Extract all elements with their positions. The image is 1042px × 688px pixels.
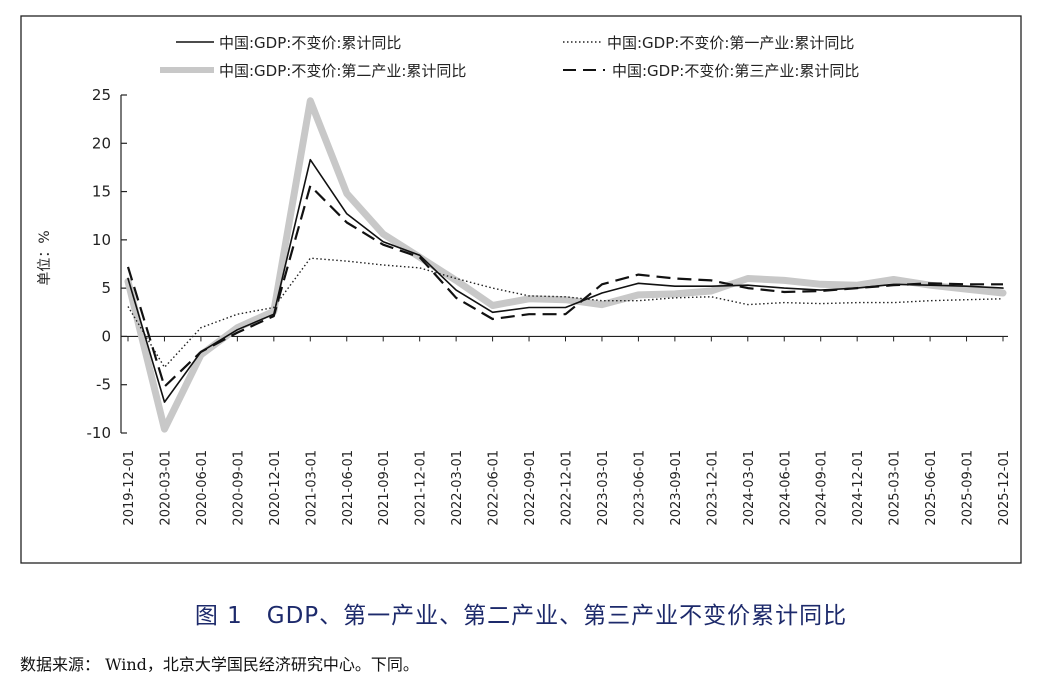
series-primary-line bbox=[127, 257, 1004, 368]
x-tick-label: 2025-12-01 bbox=[997, 450, 1012, 526]
line-chart: 中国:GDP:不变价:累计同比 中国:GDP:不变价:第一产业:累计同比 中国:… bbox=[20, 15, 1022, 564]
x-tick-label: 2022-12-01 bbox=[560, 450, 575, 526]
legend-label-gdp: 中国:GDP:不变价:累计同比 bbox=[219, 34, 401, 52]
legend-label-primary: 中国:GDP:不变价:第一产业:累计同比 bbox=[607, 34, 854, 52]
x-tick-label: 2022-03-01 bbox=[450, 450, 465, 526]
y-tick-label: 15 bbox=[92, 183, 111, 201]
y-tick-label: 20 bbox=[92, 134, 111, 152]
legend-label-secondary: 中国:GDP:不变价:第二产业:累计同比 bbox=[219, 62, 466, 80]
x-tick-label: 2021-09-01 bbox=[377, 450, 392, 526]
y-tick-label: -10 bbox=[87, 424, 112, 442]
x-tick-label: 2024-09-01 bbox=[815, 450, 830, 526]
y-tick-label: 5 bbox=[101, 279, 111, 297]
x-tick-label: 2022-06-01 bbox=[487, 450, 502, 526]
figure-caption: 图 1 GDP、第一产业、第二产业、第三产业不变价累计同比 bbox=[194, 603, 848, 629]
legend: 中国:GDP:不变价:累计同比 中国:GDP:不变价:第一产业:累计同比 中国:… bbox=[160, 34, 859, 80]
x-tick-label: 2021-12-01 bbox=[414, 450, 429, 526]
x-tick-label: 2025-09-01 bbox=[961, 450, 976, 526]
x-tick-label: 2023-06-01 bbox=[632, 450, 647, 526]
x-tick-label: 2023-09-01 bbox=[669, 450, 684, 526]
y-tick-label: 25 bbox=[92, 86, 111, 104]
x-tick-label: 2020-09-01 bbox=[231, 450, 246, 526]
x-tick-label: 2021-06-01 bbox=[341, 450, 356, 526]
x-tick-label: 2020-03-01 bbox=[158, 450, 173, 526]
x-tick-label: 2022-09-01 bbox=[523, 450, 538, 526]
y-tick-label: 0 bbox=[101, 327, 111, 345]
series-gdp-line bbox=[127, 158, 1004, 403]
x-tick-label: 2024-03-01 bbox=[742, 450, 757, 526]
legend-label-tertiary: 中国:GDP:不变价:第三产业:累计同比 bbox=[612, 62, 859, 80]
axes: -10 -5 0 5 10 15 20 25 2019-12-01 2020-03-01 2020-… bbox=[87, 86, 1013, 526]
y-tick-label: 10 bbox=[92, 231, 111, 249]
y-axis-label: 单位：% bbox=[37, 230, 53, 285]
x-tick-label: 2023-03-01 bbox=[596, 450, 611, 526]
x-tick-label: 2019-12-01 bbox=[122, 450, 137, 526]
x-tick-label: 2020-06-01 bbox=[195, 450, 210, 526]
chart-figure: 中国:GDP:不变价:累计同比 中国:GDP:不变价:第一产业:累计同比 中国:… bbox=[20, 15, 1022, 564]
data-source-note: 数据来源： Wind，北京大学国民经济研究中心。下同。 bbox=[20, 655, 419, 674]
chart-border bbox=[20, 15, 1022, 564]
series-layer bbox=[124, 97, 1007, 433]
x-tick-label: 2025-06-01 bbox=[924, 450, 939, 526]
x-tick-label: 2024-12-01 bbox=[851, 450, 866, 526]
x-tick-label: 2021-03-01 bbox=[304, 450, 319, 526]
x-tick-label: 2020-12-01 bbox=[268, 450, 283, 526]
y-tick-label: -5 bbox=[96, 376, 111, 394]
x-tick-label: 2024-06-01 bbox=[778, 450, 793, 526]
x-tick-label: 2023-12-01 bbox=[705, 450, 720, 526]
x-tick-label: 2025-03-01 bbox=[888, 450, 903, 526]
